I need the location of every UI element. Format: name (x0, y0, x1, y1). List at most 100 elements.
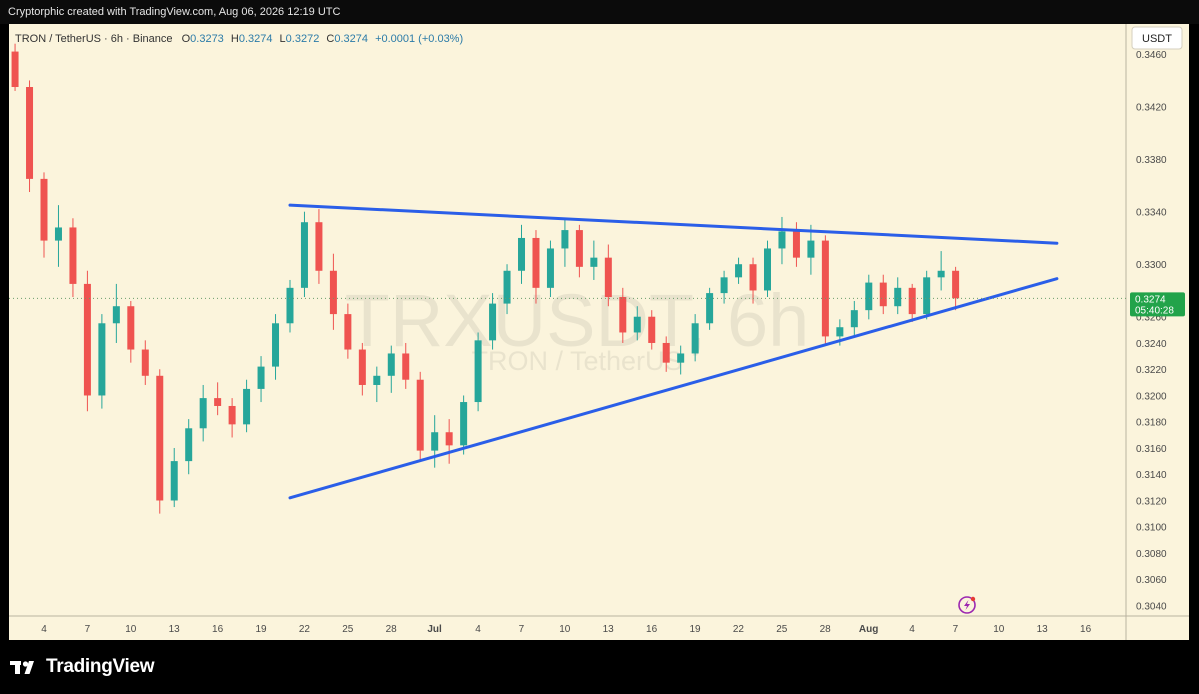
last-price-tag: 0.3274 05:40:28 (1130, 292, 1185, 317)
candle (387, 345, 395, 393)
candle (604, 244, 612, 307)
legend-change: +0.0001 (+0.03%) (375, 33, 463, 45)
candle-body (778, 231, 786, 249)
time-tick-label: 28 (386, 624, 398, 635)
candle (402, 342, 410, 389)
watermark-ticker: TRXUSDT, 6h (345, 279, 810, 362)
candle-body (272, 323, 280, 367)
time-tick-label: 16 (1080, 624, 1092, 635)
candle-body (185, 428, 193, 462)
lightning-alert-icon[interactable] (958, 596, 976, 614)
candle (850, 300, 858, 337)
candle-body (11, 51, 19, 88)
price-tick-label: 0.3180 (1136, 418, 1167, 429)
candle-body (850, 310, 858, 328)
candle (546, 240, 554, 298)
candle (373, 366, 381, 403)
tradingview-brand[interactable]: TradingView (10, 656, 155, 678)
price-tick-label: 0.3100 (1136, 523, 1167, 534)
candle-body (286, 287, 294, 324)
time-tick-label: 19 (255, 624, 267, 635)
footer-bar: TradingView (0, 640, 1199, 694)
candle (677, 345, 685, 375)
candle-body (677, 353, 685, 363)
candle-body (706, 293, 714, 324)
price-tick-label: 0.3460 (1136, 50, 1167, 61)
resistance-trendline[interactable] (288, 203, 1059, 245)
candle-body (879, 282, 887, 307)
candle (329, 253, 337, 330)
time-tick-label: 25 (776, 624, 788, 635)
candle (185, 419, 193, 475)
price-tick-label: 0.3200 (1136, 391, 1167, 402)
candle-body (908, 287, 916, 315)
price-tick-label: 0.3300 (1136, 260, 1167, 271)
time-tick-label: 25 (342, 624, 354, 635)
candle-body (445, 432, 453, 446)
candle (445, 419, 453, 464)
candle-body (619, 297, 627, 333)
price-tick-label: 0.3120 (1136, 496, 1167, 507)
candle (141, 340, 149, 385)
candle (865, 274, 873, 320)
currency-button[interactable]: USDT (1131, 26, 1183, 50)
candle (460, 395, 468, 455)
price-tick-label: 0.3340 (1136, 208, 1167, 219)
candle (764, 240, 771, 298)
watermark-name: TRON / TetherUS (471, 346, 682, 376)
price-tick-label: 0.3080 (1136, 549, 1167, 560)
candle-body (54, 227, 62, 241)
legend-l-label: L (280, 33, 286, 45)
candle (619, 287, 627, 343)
legend-high: 0.3274 (239, 33, 273, 45)
chart-frame[interactable]: TRXUSDT, 6h TRON / TetherUS TRON / Tethe… (9, 24, 1189, 640)
candle (11, 43, 19, 91)
candle-body (40, 178, 48, 241)
candle-body (315, 222, 323, 271)
candle (54, 205, 62, 267)
price-chart[interactable]: TRXUSDT, 6h TRON / TetherUS TRON / Tethe… (9, 24, 1189, 640)
trendlines-layer (288, 203, 1059, 500)
candle (112, 283, 120, 343)
candle-body (532, 237, 540, 288)
candle-body (431, 432, 439, 451)
candle-body (648, 316, 656, 343)
candle-body (373, 375, 381, 385)
price-tick-label: 0.3140 (1136, 470, 1167, 481)
price-axis: 0.3460 0.3420 0.3380 0.3340 0.3300 0.3260 0.32… (1136, 50, 1167, 612)
candle-body (518, 237, 526, 271)
candle (937, 251, 945, 291)
tradingview-logo-icon (10, 661, 34, 674)
candle-body (937, 270, 945, 278)
candle (156, 369, 164, 514)
candle (778, 216, 786, 265)
candle (879, 274, 887, 315)
candle-body (894, 287, 902, 307)
time-tick-label: 10 (559, 624, 571, 635)
support-trendline[interactable] (288, 277, 1059, 500)
candle (720, 270, 728, 304)
footer-brand-name: TradingView (46, 656, 155, 677)
candle-body (416, 379, 424, 451)
chart-caption: Cryptorphic created with TradingView.com… (8, 6, 341, 18)
candles-layer (11, 43, 960, 514)
candle-body (141, 349, 149, 376)
candle-body (807, 240, 815, 258)
candle-body (344, 314, 352, 350)
price-tick-label: 0.3260 (1136, 313, 1167, 324)
candle (474, 332, 482, 412)
currency-label: USDT (1142, 33, 1172, 45)
candle-body (127, 306, 135, 350)
time-tick-label: 16 (646, 624, 658, 635)
candle (431, 415, 439, 468)
time-tick-label: 19 (689, 624, 701, 635)
time-tick-label: 7 (85, 624, 91, 635)
candle-body (489, 303, 497, 341)
candle-body (257, 366, 265, 389)
time-tick-label: 10 (993, 624, 1005, 635)
price-tick-label: 0.3160 (1136, 444, 1167, 455)
time-axis: 4 7 10 13 16 19 22 25 28 Jul 4 7 10 13 16 19 22 25 28 Aug 4 7… (41, 624, 1091, 635)
time-tick-label: 10 (125, 624, 137, 635)
legend-open: 0.3273 (190, 33, 224, 45)
price-tick-label: 0.3380 (1136, 155, 1167, 166)
